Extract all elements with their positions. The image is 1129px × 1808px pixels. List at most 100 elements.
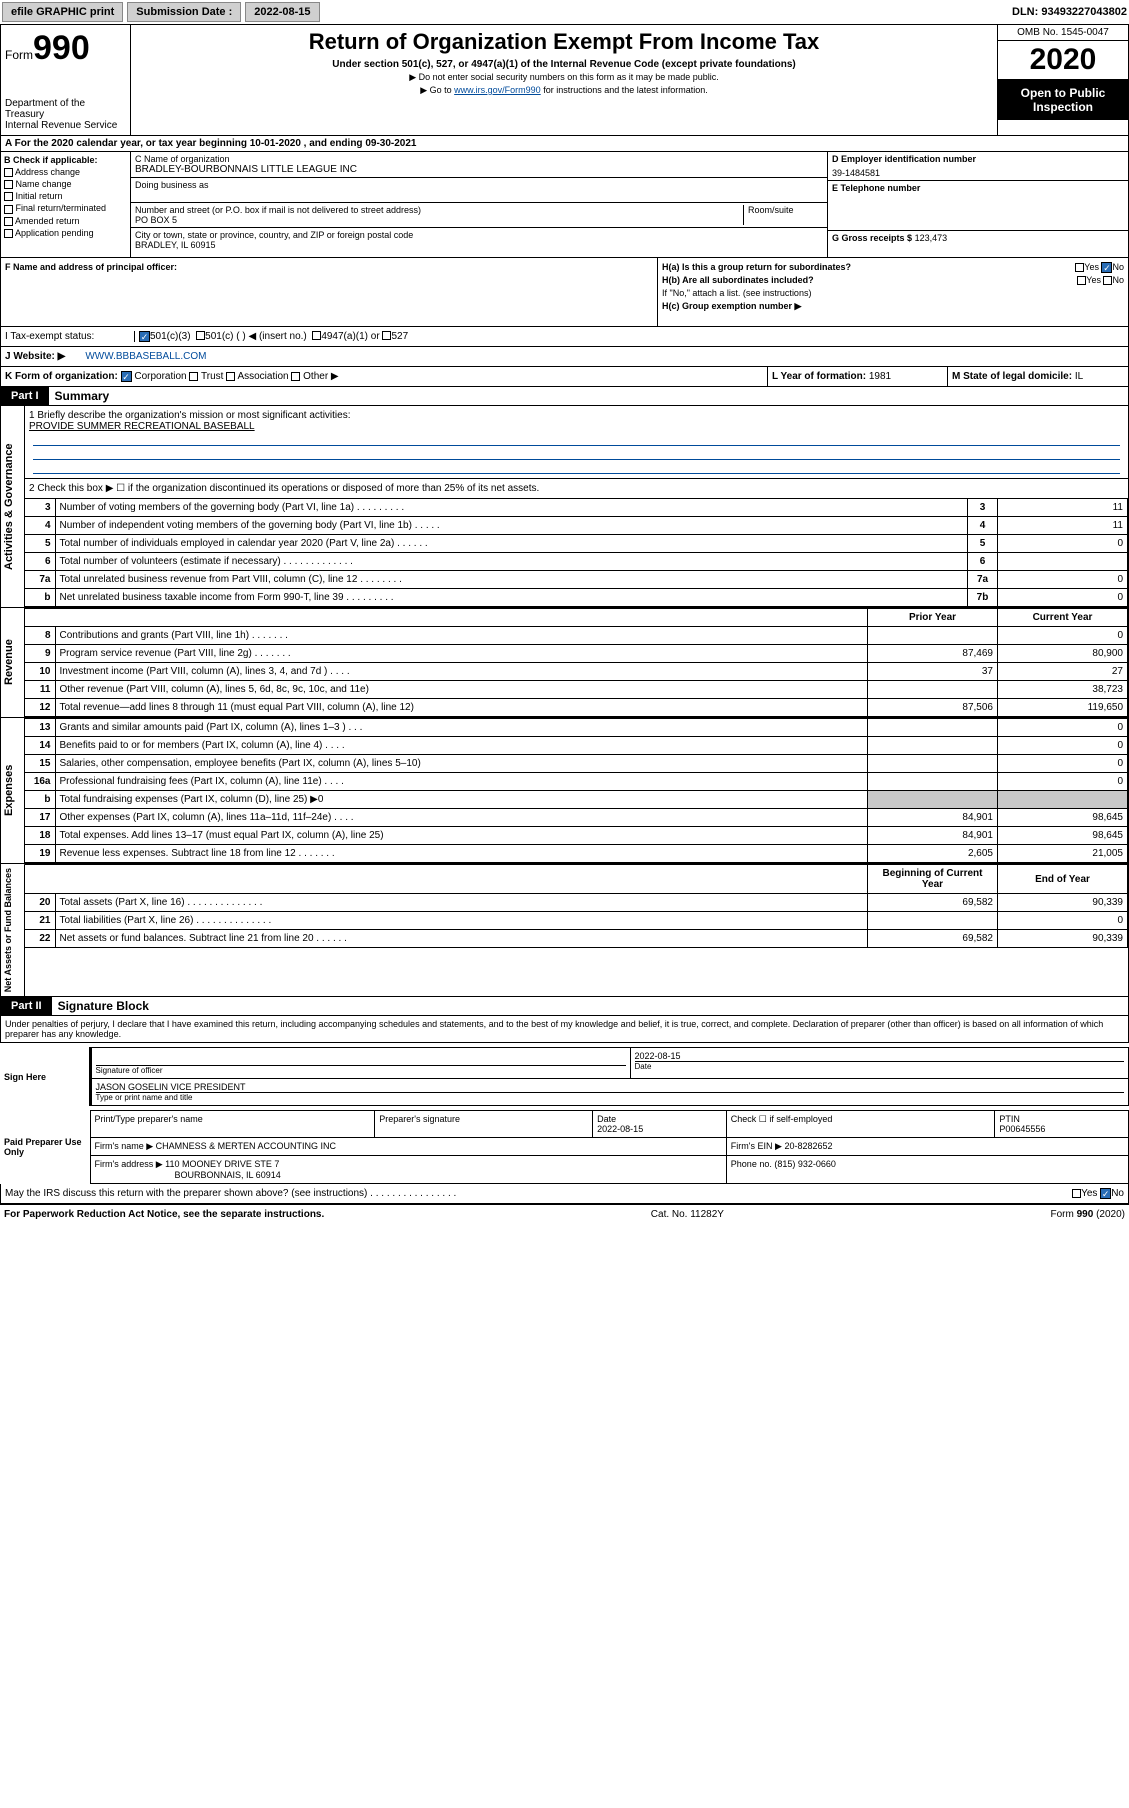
addr-label: Number and street (or P.O. box if mail i… <box>135 205 743 215</box>
tel-label: E Telephone number <box>832 183 920 193</box>
klm-row: K Form of organization: ✓ Corporation Tr… <box>0 367 1129 387</box>
irs-link[interactable]: www.irs.gov/Form990 <box>454 85 541 95</box>
checkbox-4947[interactable] <box>312 331 321 340</box>
part1-badge: Part I <box>1 387 49 405</box>
dba-label: Doing business as <box>135 180 823 190</box>
header-middle: Return of Organization Exempt From Incom… <box>131 25 998 135</box>
ptin-label: PTIN <box>999 1114 1020 1124</box>
prep-date-value: 2022-08-15 <box>597 1124 643 1134</box>
discuss-no: No <box>1111 1188 1124 1199</box>
table-row: 3Number of voting members of the governi… <box>25 499 1128 517</box>
firm-name-label: Firm's name ▶ <box>95 1141 154 1151</box>
ha-no-checkbox[interactable]: ✓ <box>1101 262 1112 273</box>
section-c-org: C Name of organization BRADLEY-BOURBONNA… <box>131 152 828 257</box>
firm-ein-label: Firm's EIN ▶ <box>731 1141 782 1151</box>
discuss-yes-checkbox[interactable] <box>1072 1189 1081 1198</box>
top-toolbar: efile GRAPHIC print Submission Date : 20… <box>0 0 1129 24</box>
principal-officer: F Name and address of principal officer: <box>1 258 658 326</box>
checkbox-trust[interactable] <box>189 372 198 381</box>
header-right: OMB No. 1545-0047 2020 Open to Public In… <box>998 25 1128 135</box>
self-employed: Check ☐ if self-employed <box>726 1111 995 1138</box>
omb-number: OMB No. 1545-0047 <box>998 25 1128 41</box>
addr-value: PO BOX 5 <box>135 215 743 225</box>
ein-value: 39-1484581 <box>832 168 1124 178</box>
hb-yes: Yes <box>1086 275 1101 285</box>
footer-mid: Cat. No. 11282Y <box>651 1209 724 1220</box>
checkbox-name-change[interactable] <box>4 180 13 189</box>
l-value: 1981 <box>869 371 891 382</box>
prep-date-label: Date <box>597 1114 616 1124</box>
ha-yes-checkbox[interactable] <box>1075 263 1084 272</box>
form-subtitle-3: ▶ Go to www.irs.gov/Form990 for instruct… <box>135 85 993 96</box>
website-row: J Website: ▶ WWW.BBBASEBALL.COM <box>0 347 1129 367</box>
section-f-h: F Name and address of principal officer:… <box>0 258 1129 327</box>
mission-block: 1 Briefly describe the organization's mi… <box>25 406 1128 479</box>
discuss-no-checkbox[interactable]: ✓ <box>1100 1188 1111 1199</box>
table-row: 16aProfessional fundraising fees (Part I… <box>25 773 1128 791</box>
lbl-initial-return: Initial return <box>16 191 63 201</box>
page-footer: For Paperwork Reduction Act Notice, see … <box>0 1204 1129 1224</box>
table-row: 18Total expenses. Add lines 13–17 (must … <box>25 827 1128 845</box>
table-row: 9Program service revenue (Part VIII, lin… <box>25 645 1128 663</box>
end-year-hdr: End of Year <box>998 865 1128 894</box>
section-governance: Activities & Governance 1 Briefly descri… <box>0 406 1129 608</box>
form-word: Form <box>5 48 33 62</box>
prep-name-label: Print/Type preparer's name <box>90 1111 375 1138</box>
form-title: Return of Organization Exempt From Incom… <box>135 29 993 55</box>
vlabel-net-assets: Net Assets or Fund Balances <box>1 864 25 996</box>
group-return: H(a) Is this a group return for subordin… <box>658 258 1128 326</box>
form-header: Form990 Department of the Treasury Inter… <box>0 24 1129 136</box>
checkbox-501c3[interactable]: ✓ <box>139 331 150 342</box>
firm-addr1: 110 MOONEY DRIVE STE 7 <box>165 1159 279 1169</box>
org-info-grid: B Check if applicable: Address change Na… <box>0 152 1129 258</box>
table-row: 12Total revenue—add lines 8 through 11 (… <box>25 699 1128 717</box>
checkbox-corp[interactable]: ✓ <box>121 371 132 382</box>
checkbox-final-return[interactable] <box>4 205 13 214</box>
website-value[interactable]: WWW.BBBASEBALL.COM <box>85 351 206 362</box>
table-row: 10Investment income (Part VIII, column (… <box>25 663 1128 681</box>
checkbox-527[interactable] <box>382 331 391 340</box>
paid-preparer-label: Paid Preparer Use Only <box>0 1111 90 1184</box>
vlabel-revenue: Revenue <box>1 608 25 717</box>
checkbox-assoc[interactable] <box>226 372 235 381</box>
discuss-row: May the IRS discuss this return with the… <box>0 1184 1129 1204</box>
goto-pre: ▶ Go to <box>420 85 454 95</box>
hb-yes-checkbox[interactable] <box>1077 276 1086 285</box>
part1-title: Summary <box>49 389 110 403</box>
hb-no: No <box>1112 275 1124 285</box>
org-name: BRADLEY-BOURBONNAIS LITTLE LEAGUE INC <box>135 164 823 175</box>
section-expenses: Expenses 13Grants and similar amounts pa… <box>0 718 1129 864</box>
form-number: 990 <box>33 29 90 67</box>
l-label: L Year of formation: <box>772 371 866 382</box>
checkbox-other[interactable] <box>291 372 300 381</box>
checkbox-501c[interactable] <box>196 331 205 340</box>
vlabel-governance: Activities & Governance <box>1 406 25 607</box>
part1-header: Part I Summary <box>0 387 1129 406</box>
mission-label: 1 Briefly describe the organization's mi… <box>29 410 1124 421</box>
tax-year: 2020 <box>998 41 1128 80</box>
table-row: 17Other expenses (Part IX, column (A), l… <box>25 809 1128 827</box>
part2-title: Signature Block <box>52 999 149 1013</box>
lbl-corp: Corporation <box>134 371 186 382</box>
dln-label: DLN: 93493227043802 <box>1012 6 1127 18</box>
line2-discontinue: 2 Check this box ▶ ☐ if the organization… <box>25 479 1128 498</box>
efile-button[interactable]: efile GRAPHIC print <box>2 2 123 22</box>
i-label: I Tax-exempt status: <box>5 331 135 342</box>
checkbox-app-pending[interactable] <box>4 229 13 238</box>
part2-header: Part II Signature Block <box>0 997 1129 1016</box>
table-row: 15Salaries, other compensation, employee… <box>25 755 1128 773</box>
table-row: bTotal fundraising expenses (Part IX, co… <box>25 791 1128 809</box>
j-label: J Website: ▶ <box>5 351 65 362</box>
lbl-name-change: Name change <box>16 179 72 189</box>
hc-label: H(c) Group exemption number ▶ <box>662 301 801 311</box>
k-label: K Form of organization: <box>5 371 118 382</box>
part2-badge: Part II <box>1 997 52 1015</box>
checkbox-amended[interactable] <box>4 217 13 226</box>
checkbox-address-change[interactable] <box>4 168 13 177</box>
lbl-501c3: 501(c)(3) <box>150 331 191 342</box>
row-a-text: A For the 2020 calendar year, or tax yea… <box>5 138 416 149</box>
footer-left: For Paperwork Reduction Act Notice, see … <box>4 1209 324 1220</box>
table-row: 19Revenue less expenses. Subtract line 1… <box>25 845 1128 863</box>
checkbox-initial-return[interactable] <box>4 192 13 201</box>
beg-year-hdr: Beginning of Current Year <box>868 865 998 894</box>
